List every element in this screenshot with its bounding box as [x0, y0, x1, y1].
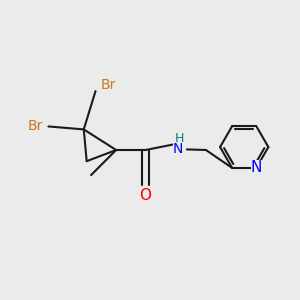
Text: H: H — [175, 132, 184, 145]
Text: Br: Br — [101, 78, 116, 92]
Text: Br: Br — [28, 119, 43, 134]
Text: O: O — [140, 188, 152, 203]
Text: N: N — [250, 160, 262, 175]
Text: N: N — [173, 142, 183, 156]
